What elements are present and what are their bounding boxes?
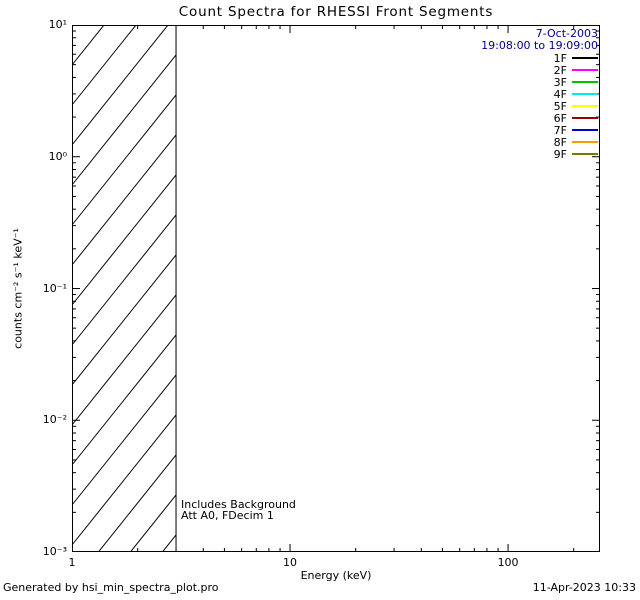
legend-entry-label: 5F xyxy=(553,99,567,113)
legend-entry-swatch xyxy=(572,117,598,119)
legend-entry-swatch xyxy=(572,105,598,107)
y-tick-label: 10⁰ xyxy=(48,149,67,163)
y-tick-label: 10⁻¹ xyxy=(42,281,67,295)
legend-entry: 4F xyxy=(481,87,598,101)
axis-ticks xyxy=(72,25,600,552)
footer-generated-by: Generated by hsi_min_spectra_plot.pro xyxy=(3,581,219,594)
legend-entry-swatch xyxy=(572,57,598,59)
legend-entry-label: 7F xyxy=(553,123,567,137)
footer-timestamp: 11-Apr-2023 10:33 xyxy=(532,581,636,594)
legend-entry: 3F xyxy=(481,75,598,89)
x-tick-label: 100 xyxy=(497,556,519,569)
legend-entry-label: 6F xyxy=(553,111,567,125)
x-axis-label: Energy (keV) xyxy=(300,569,372,582)
legend-entry: 5F xyxy=(481,99,598,113)
annotation-includes-background: Includes Background xyxy=(181,498,296,511)
legend-entry-label: 1F xyxy=(553,51,567,65)
hatched-no-data-region xyxy=(72,25,177,552)
legend-entry-label: 4F xyxy=(553,87,567,101)
legend-entry: 7F xyxy=(481,123,598,137)
x-tick-label: 1 xyxy=(68,556,76,569)
legend-entries: 1F 2F 3F 4F 5F 6F 7F 8F 9F xyxy=(481,51,598,161)
legend-entry-swatch xyxy=(572,153,598,155)
legend-time-range: 19:08:00 to 19:09:00 xyxy=(481,39,598,52)
legend-entry: 9F xyxy=(481,147,598,161)
legend-entry-swatch xyxy=(572,141,598,143)
annotation-attenuator-decim: Att A0, FDecim 1 xyxy=(181,509,274,522)
legend: 7-Oct-2003 19:08:00 to 19:09:00 1F 2F 3F 4F… xyxy=(481,27,598,161)
legend-entry-swatch xyxy=(572,69,598,71)
y-axis-label: counts cm⁻² s⁻¹ keV⁻¹ xyxy=(11,228,25,349)
plot-area xyxy=(72,25,600,552)
legend-entry-swatch xyxy=(572,129,598,131)
chart-title: Count Spectra for RHESSI Front Segments xyxy=(178,4,494,20)
legend-entry-swatch xyxy=(572,81,598,83)
legend-date: 7-Oct-2003 xyxy=(535,27,598,40)
legend-entry: 8F xyxy=(481,135,598,149)
y-tick-label: 10⁻³ xyxy=(42,545,67,558)
y-tick-label: 10⁻² xyxy=(42,413,67,427)
legend-entry: 1F xyxy=(481,51,598,65)
legend-entry: 6F xyxy=(481,111,598,125)
y-tick-label: 10¹ xyxy=(48,18,67,31)
x-tick-label: 10 xyxy=(283,556,298,569)
legend-entry: 2F xyxy=(481,63,598,77)
legend-entry-label: 8F xyxy=(553,135,567,149)
legend-entry-label: 9F xyxy=(553,147,567,161)
legend-entry-label: 3F xyxy=(553,75,567,89)
legend-entry-label: 2F xyxy=(553,63,567,77)
legend-entry-swatch xyxy=(572,93,598,95)
